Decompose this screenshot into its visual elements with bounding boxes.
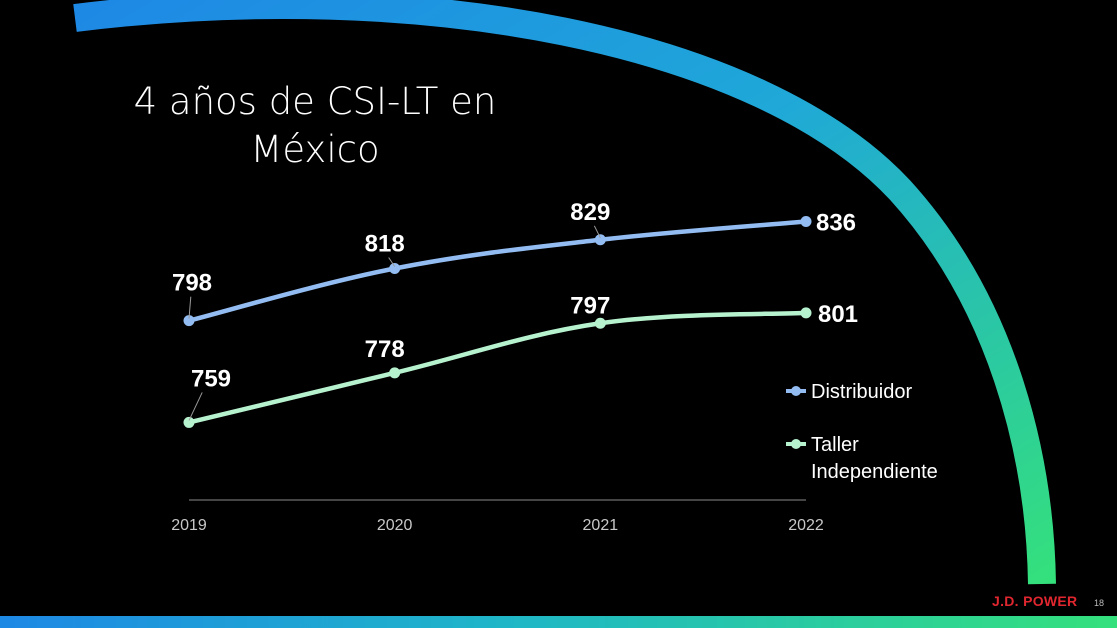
leader-line (188, 392, 203, 421)
page-number: 18 (1093, 598, 1104, 608)
data-label: 818 (365, 230, 405, 257)
legend-label: Independiente (811, 461, 938, 483)
data-point (594, 234, 606, 246)
data-point (183, 416, 195, 428)
legend-marker (791, 386, 801, 396)
legend-label: Taller (811, 434, 859, 456)
data-label: 836 (816, 210, 856, 237)
data-point (183, 315, 195, 327)
leader-line (188, 296, 192, 319)
jd-power-logo: J.D. POWER (992, 593, 1078, 609)
leader-line (593, 225, 601, 239)
x-tick-label: 2021 (583, 517, 619, 534)
data-label: 778 (365, 336, 405, 363)
x-tick-label: 2019 (171, 517, 207, 534)
data-point (594, 317, 606, 329)
data-label: 798 (172, 270, 212, 297)
slide-title: 4 años de CSI-LT en México (133, 80, 497, 171)
series-line-taller (186, 310, 809, 425)
legend-marker (791, 439, 801, 449)
data-label: 797 (570, 292, 610, 319)
leader-line (388, 257, 396, 267)
data-label: 801 (818, 301, 858, 328)
x-tick-label: 2022 (788, 517, 824, 534)
x-tick-label: 2020 (377, 517, 413, 534)
legend-label: Distribuidor (811, 381, 912, 403)
data-point (389, 262, 401, 274)
data-point (800, 307, 812, 319)
data-label: 759 (191, 365, 231, 392)
data-label: 829 (570, 199, 610, 226)
series-line-distribuidor (186, 219, 809, 323)
data-point (389, 367, 401, 379)
bottom-gradient-bar (0, 616, 1117, 628)
data-point (800, 216, 812, 228)
